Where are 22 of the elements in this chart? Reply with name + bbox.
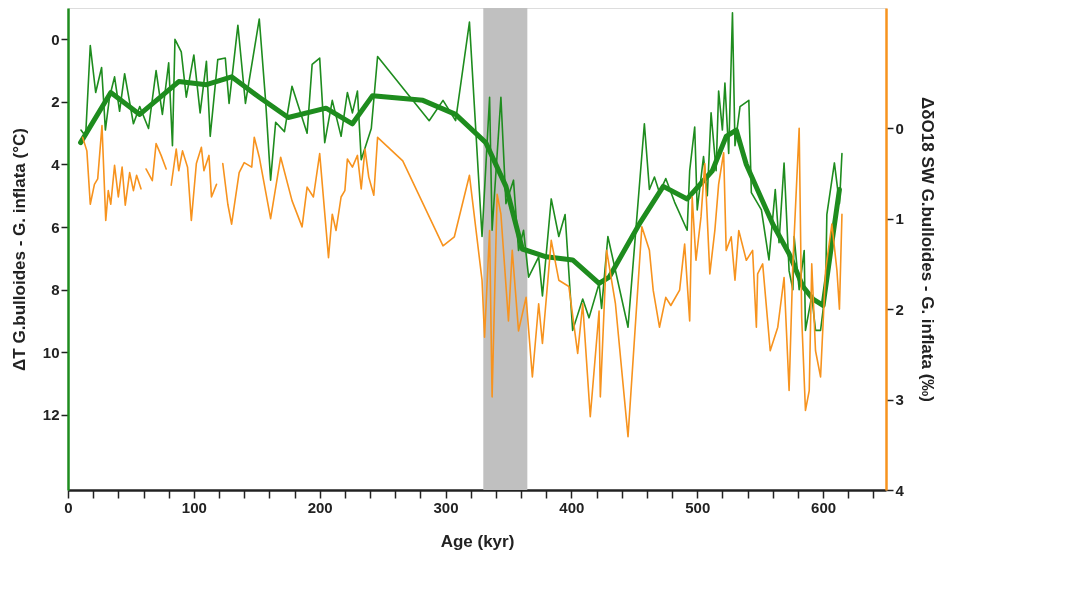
y-tick-label: 4 [51,155,61,173]
x-tick-label: 100 [181,498,207,516]
y-tick-label: 10 [42,343,60,361]
x-axis-title: Age (kyr) [440,531,515,551]
x-tick-label: 300 [433,498,459,516]
y-tick-label: 2 [51,93,60,111]
y2-tick-label: 3 [895,391,904,409]
y-tick-label: 0 [51,30,60,48]
y2-tick-label: 2 [895,300,904,318]
y-tick-label: 12 [42,406,60,424]
y2-tick-label: 4 [895,481,905,499]
y-axis-title: ΔT G.bulloides - G. inflata (°C) [9,128,29,371]
y-tick-label: 6 [51,218,60,236]
x-tick-label: 600 [811,498,837,516]
x-tick-label: 500 [685,498,711,516]
x-tick-label: 0 [64,498,73,516]
y2-tick-label: 1 [895,210,904,228]
y2-tick-label: 0 [895,119,904,137]
y2-axis-title: ΔδO18 SW G.bulloides - G. inflata (‰) [917,97,937,402]
y-tick-label: 8 [51,281,60,299]
x-tick-label: 200 [307,498,333,516]
x-tick-label: 400 [559,498,585,516]
